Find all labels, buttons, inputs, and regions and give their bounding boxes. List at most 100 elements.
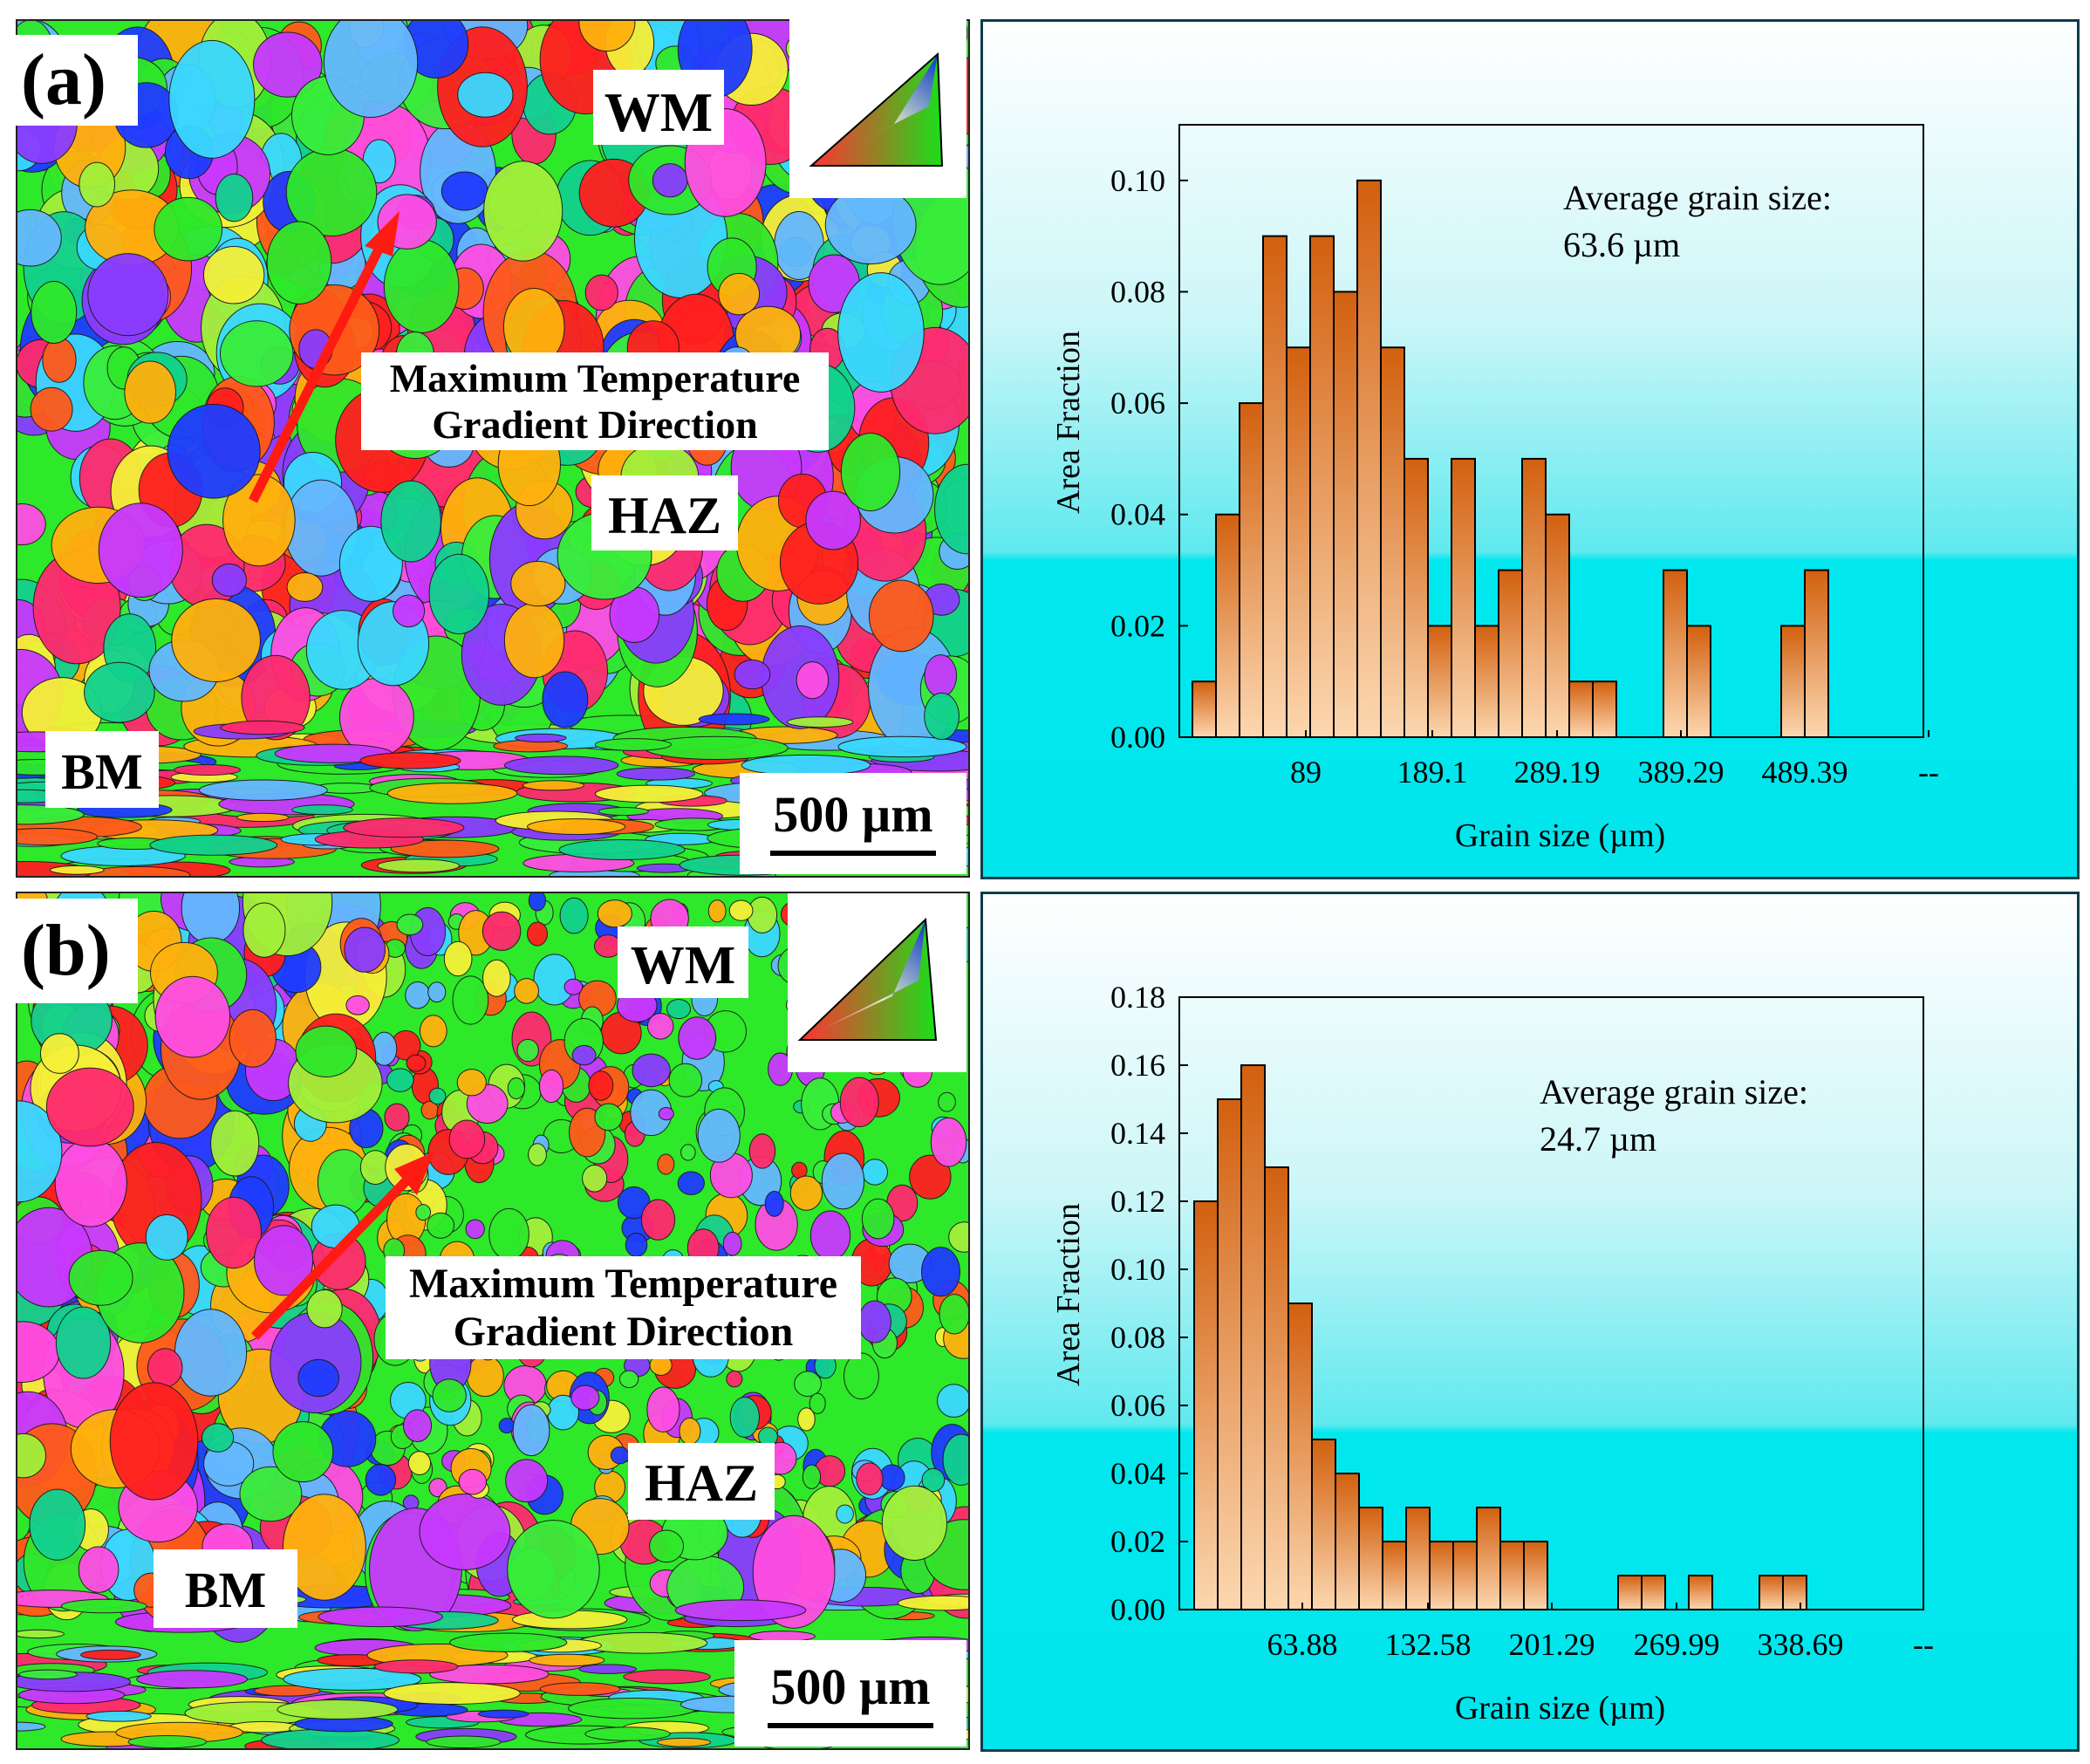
arrow-caption-a: Maximum Temperature Gradient Direction: [361, 352, 829, 450]
ipf-triangle-icon: [797, 917, 938, 1041]
y-tick-label: 0.14: [1110, 1116, 1165, 1151]
histogram-bar: [1264, 1166, 1289, 1610]
histogram-bar: [1686, 625, 1711, 739]
scale-bar-line: [770, 851, 936, 856]
haz-label-a: HAZ: [591, 475, 738, 550]
y-tick-label: 0.06: [1110, 386, 1165, 420]
x-tick-label: 338.69: [1758, 1627, 1844, 1662]
histogram-bar: [1451, 457, 1476, 738]
y-tick-label: 0.12: [1110, 1184, 1165, 1219]
histogram-bar: [1404, 457, 1429, 738]
x-axis-label: Grain size (µm): [1455, 817, 1665, 854]
histogram-bar: [1474, 625, 1499, 739]
average-grain-size-label: Average grain size:: [1540, 1072, 1808, 1111]
scale-bar-a: 500 µm: [740, 773, 966, 874]
y-tick-label: 0.00: [1110, 720, 1165, 755]
panel-label-a: (a): [9, 35, 138, 126]
histogram-bar: [1333, 291, 1358, 738]
histogram-bar: [1335, 1473, 1360, 1610]
x-tick-label: --: [1918, 755, 1939, 790]
average-grain-size-value: 24.7 µm: [1540, 1119, 1656, 1159]
ipf-legend-a: [789, 19, 966, 198]
histogram-bar: [1782, 1575, 1807, 1610]
histogram-panel-b: 0.00 0.02 0.04 0.06 0.08 0.10 0.12 0.14 0.16 0.18…: [980, 892, 2080, 1752]
histogram-bar: [1452, 1541, 1478, 1610]
arrow-caption-line2: Gradient Direction: [432, 401, 758, 447]
scale-bar-label: 500 µm: [773, 786, 933, 843]
arrow-caption-line1: Maximum Temperature: [408, 1261, 838, 1307]
y-tick-label: 0.10: [1110, 163, 1165, 198]
histogram-bar: [1240, 1064, 1266, 1610]
x-tick-label: 63.88: [1267, 1627, 1338, 1662]
histogram-bar: [1523, 1541, 1548, 1610]
x-tick-label: 289.19: [1514, 755, 1601, 790]
x-tick-label: 489.39: [1762, 755, 1848, 790]
arrow-caption-b: Maximum Temperature Gradient Direction: [386, 1256, 861, 1359]
histogram-bar: [1429, 1541, 1454, 1610]
histogram-bar: [1358, 1507, 1383, 1610]
histogram-b: 0.00 0.02 0.04 0.06 0.08 0.10 0.12 0.14 0.16 0.18…: [1050, 980, 1934, 1726]
y-tick-label: 0.02: [1110, 1524, 1165, 1559]
x-tick-label: 201.29: [1509, 1627, 1595, 1662]
histogram-bar: [1382, 1541, 1407, 1610]
y-tick-label: 0.16: [1110, 1048, 1165, 1083]
y-axis-label: Area Fraction: [1050, 331, 1087, 514]
histogram-bar: [1568, 680, 1594, 739]
histogram-bar: [1215, 513, 1240, 739]
histogram-bar: [1804, 569, 1829, 739]
x-tick-label: 389.29: [1638, 755, 1725, 790]
histogram-bar: [1239, 402, 1264, 738]
y-tick-label: 0.18: [1110, 980, 1165, 1015]
histogram-bar: [1262, 235, 1287, 739]
y-tick-label: 0.02: [1110, 608, 1165, 643]
histogram-panel-a: 0.00 0.02 0.04 0.06 0.08 0.10 89 189.1 289.19 389…: [980, 19, 2080, 879]
histogram-bar: [1286, 346, 1311, 738]
y-tick-label: 0.10: [1110, 1252, 1165, 1287]
y-tick-label: 0.08: [1110, 274, 1165, 309]
histogram-bar: [1663, 569, 1688, 739]
histogram-bar: [1759, 1575, 1784, 1610]
ipf-triangle-icon: [809, 51, 944, 167]
x-tick-label: 132.58: [1385, 1627, 1472, 1662]
scale-bar-line: [768, 1723, 933, 1728]
histogram-bar: [1380, 346, 1405, 738]
x-tick-label: 189.1: [1397, 755, 1468, 790]
histogram-bar: [1617, 1575, 1643, 1610]
ipf-legend-b: [788, 893, 966, 1072]
histogram-bar: [1311, 1439, 1336, 1610]
histogram-bar: [1498, 569, 1523, 739]
wm-label-a: WM: [593, 70, 724, 145]
histogram-bar: [1688, 1575, 1713, 1610]
bm-label-a: BM: [45, 731, 159, 808]
histogram-bar: [1356, 179, 1382, 738]
histogram-bar: [1427, 625, 1452, 739]
histogram-bar: [1217, 1098, 1242, 1610]
histogram-bar: [1545, 513, 1570, 739]
histogram-bar: [1193, 1200, 1219, 1610]
bm-label-b: BM: [154, 1549, 297, 1628]
x-tick-label: 269.99: [1634, 1627, 1720, 1662]
histogram-bar: [1521, 457, 1547, 738]
histogram-bar: [1499, 1541, 1525, 1610]
histogram-a: 0.00 0.02 0.04 0.06 0.08 0.10 89 189.1 289.19 389…: [1050, 124, 1939, 854]
histogram-bar: [1641, 1575, 1666, 1610]
x-tick-label: --: [1913, 1627, 1934, 1662]
panel-label-b: (b): [9, 899, 138, 1003]
arrow-caption-line1: Maximum Temperature: [389, 356, 801, 400]
histogram-bar: [1287, 1302, 1313, 1610]
average-grain-size-label: Average grain size:: [1563, 178, 1832, 217]
haz-label-b: HAZ: [628, 1443, 775, 1520]
histogram-bar: [1309, 235, 1335, 739]
x-tick-label: 89: [1290, 755, 1322, 790]
average-grain-size-value: 63.6 µm: [1563, 225, 1680, 264]
y-tick-label: 0.04: [1110, 497, 1165, 532]
histogram-bar: [1192, 680, 1217, 739]
y-tick-label: 0.04: [1110, 1456, 1165, 1491]
histogram-bar: [1780, 625, 1806, 739]
histogram-bar: [1476, 1507, 1501, 1610]
histogram-bar: [1592, 680, 1617, 739]
y-tick-label: 0.06: [1110, 1388, 1165, 1423]
y-tick-label: 0.00: [1110, 1592, 1165, 1627]
y-axis-label: Area Fraction: [1050, 1203, 1087, 1386]
scale-bar-b: 500 µm: [734, 1640, 966, 1747]
